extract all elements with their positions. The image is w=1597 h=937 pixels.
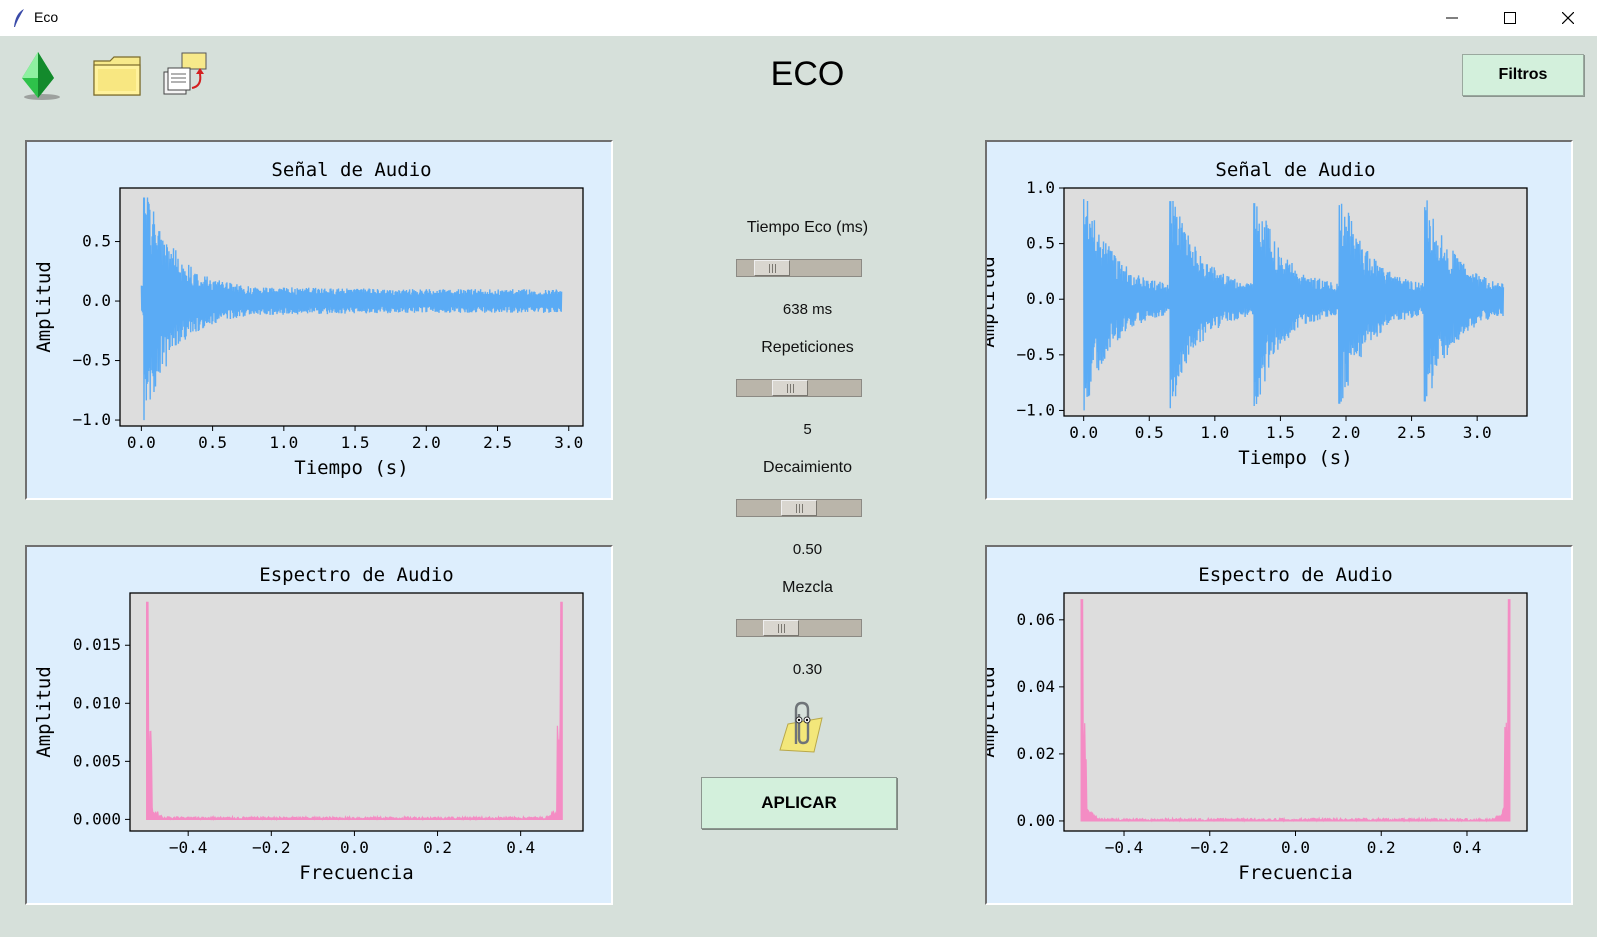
input-signal-panel: Señal de Audio 0.0 0.5 1.0 1.5 2.0 2.5 3.0 −1.0 −…: [25, 140, 613, 500]
plot-area: [1063, 592, 1528, 832]
repetitions-value: 5: [803, 421, 812, 438]
spectrum-line: [1080, 599, 1511, 823]
chart-title: Espectro de Audio: [1198, 564, 1392, 586]
y-tick-label: 0.5: [82, 232, 111, 251]
echo-time-slider-thumb[interactable]: [753, 260, 790, 276]
folder-icon[interactable]: [92, 53, 144, 104]
y-axis-label: Amplitud: [987, 256, 999, 348]
x-tick-label: 1.5: [1266, 423, 1295, 442]
y-axis-label: Amplitud: [33, 261, 55, 353]
x-axis-label: Tiempo (s): [1238, 447, 1352, 469]
y-tick-label: 0.010: [73, 693, 121, 712]
x-tick-label: 0.0: [1069, 423, 1098, 442]
x-tick-label: −0.4: [1105, 838, 1144, 857]
mix-slider-thumb[interactable]: [763, 620, 800, 636]
x-tick-label: 1.0: [269, 433, 298, 452]
maximize-button[interactable]: [1481, 0, 1539, 36]
input-spectrum-panel: Espectro de Audio −0.4 −0.2 0.0 0.2 0.4 0.000 0…: [25, 545, 613, 905]
x-tick-label: −0.2: [252, 838, 291, 857]
y-tick-label: −1.0: [72, 410, 111, 429]
y-tick-label: 0.0: [82, 291, 111, 310]
x-tick-label: 3.0: [554, 433, 583, 452]
mix-value: 0.30: [792, 661, 823, 678]
x-tick-label: 0.2: [1367, 838, 1396, 857]
x-tick-label: 2.5: [483, 433, 512, 452]
window-titlebar: Eco: [0, 0, 1597, 36]
y-tick-label: 0.02: [1016, 744, 1055, 763]
x-tick-label: 3.0: [1463, 423, 1492, 442]
x-axis-label: Frecuencia: [1238, 862, 1352, 884]
y-tick-label: 0.5: [1026, 234, 1055, 253]
x-tick-label: 0.5: [198, 433, 227, 452]
x-tick-label: 0.5: [1135, 423, 1164, 442]
x-tick-label: 2.0: [1332, 423, 1361, 442]
echo-time-slider[interactable]: [736, 259, 862, 277]
spectrum-line: [145, 601, 563, 822]
y-tick-label: −0.5: [72, 351, 111, 370]
mix-slider[interactable]: [736, 619, 862, 637]
y-tick-label: 0.0: [1026, 289, 1055, 308]
decay-slider-thumb[interactable]: [781, 500, 817, 516]
repetitions-slider-thumb[interactable]: [772, 380, 809, 396]
output-spectrum-panel: Espectro de Audio −0.4 −0.2 0.0 0.2 0.4 0.00 0.…: [985, 545, 1573, 905]
y-tick-label: 0.04: [1016, 677, 1055, 696]
x-tick-label: 0.4: [506, 838, 535, 857]
decay-value: 0.50: [792, 541, 823, 558]
chart-title: Espectro de Audio: [259, 564, 453, 586]
output-signal-panel: Señal de Audio 0.0 0.5 1.0 1.5 2.0 2.5 3.0 −1.0 −…: [985, 140, 1573, 500]
mix-label: Mezcla: [782, 579, 833, 596]
x-tick-label: 1.0: [1200, 423, 1229, 442]
minimize-button[interactable]: [1423, 0, 1481, 36]
output-signal-chart: Señal de Audio 0.0 0.5 1.0 1.5 2.0 2.5 3.0 −1.0 −…: [987, 159, 1528, 469]
close-icon: [1562, 12, 1574, 24]
window-title: Eco: [34, 9, 59, 25]
page-title: ECO: [770, 55, 845, 93]
feather-icon: [14, 9, 24, 27]
maximize-icon: [1504, 12, 1516, 24]
repetitions-label: Repeticiones: [761, 339, 854, 356]
x-tick-label: 0.4: [1453, 838, 1482, 857]
x-tick-label: 2.5: [1397, 423, 1426, 442]
x-tick-label: 0.0: [1281, 838, 1310, 857]
y-tick-label: −1.0: [1016, 400, 1055, 419]
y-tick-label: 1.0: [1026, 178, 1055, 197]
plot-area: [129, 592, 584, 832]
x-tick-label: −0.4: [169, 838, 208, 857]
chart-title: Señal de Audio: [1215, 159, 1375, 181]
y-axis-label: Amplitud: [33, 666, 55, 758]
repetitions-slider[interactable]: [736, 379, 862, 397]
gem-icon[interactable]: [16, 50, 64, 107]
input-signal-chart: Señal de Audio 0.0 0.5 1.0 1.5 2.0 2.5 3.0 −1.0 −…: [33, 159, 584, 479]
y-axis-label: Amplitud: [987, 666, 999, 758]
y-tick-label: 0.015: [73, 635, 121, 654]
apply-button[interactable]: APLICAR: [701, 777, 897, 829]
echo-time-value: 638 ms: [782, 301, 833, 318]
y-tick-label: −0.5: [1016, 345, 1055, 364]
x-axis-label: Tiempo (s): [294, 457, 408, 479]
minimize-icon: [1446, 17, 1458, 19]
output-spectrum-chart: Espectro de Audio −0.4 −0.2 0.0 0.2 0.4 0.00 0.…: [987, 564, 1528, 884]
close-button[interactable]: [1539, 0, 1597, 36]
paperclip-icon[interactable]: [774, 700, 826, 759]
decay-slider[interactable]: [736, 499, 862, 517]
y-tick-label: 0.005: [73, 751, 121, 770]
x-tick-label: 2.0: [412, 433, 441, 452]
y-tick-label: 0.000: [73, 809, 121, 828]
x-tick-label: −0.2: [1190, 838, 1229, 857]
signal-line: [1082, 199, 1505, 411]
filters-button[interactable]: Filtros: [1462, 54, 1584, 96]
decay-label: Decaimiento: [763, 459, 852, 476]
input-spectrum-chart: Espectro de Audio −0.4 −0.2 0.0 0.2 0.4 0.000 0…: [33, 564, 584, 884]
y-tick-label: 0.00: [1016, 811, 1055, 830]
y-tick-label: 0.06: [1016, 610, 1055, 629]
load-files-icon[interactable]: [158, 50, 212, 107]
echo-time-label: Tiempo Eco (ms): [746, 219, 869, 236]
chart-title: Señal de Audio: [271, 159, 431, 181]
x-tick-label: 0.0: [127, 433, 156, 452]
signal-line: [140, 197, 563, 421]
x-tick-label: 0.2: [423, 838, 452, 857]
x-tick-label: 0.0: [340, 838, 369, 857]
x-axis-label: Frecuencia: [299, 862, 413, 884]
x-tick-label: 1.5: [341, 433, 370, 452]
